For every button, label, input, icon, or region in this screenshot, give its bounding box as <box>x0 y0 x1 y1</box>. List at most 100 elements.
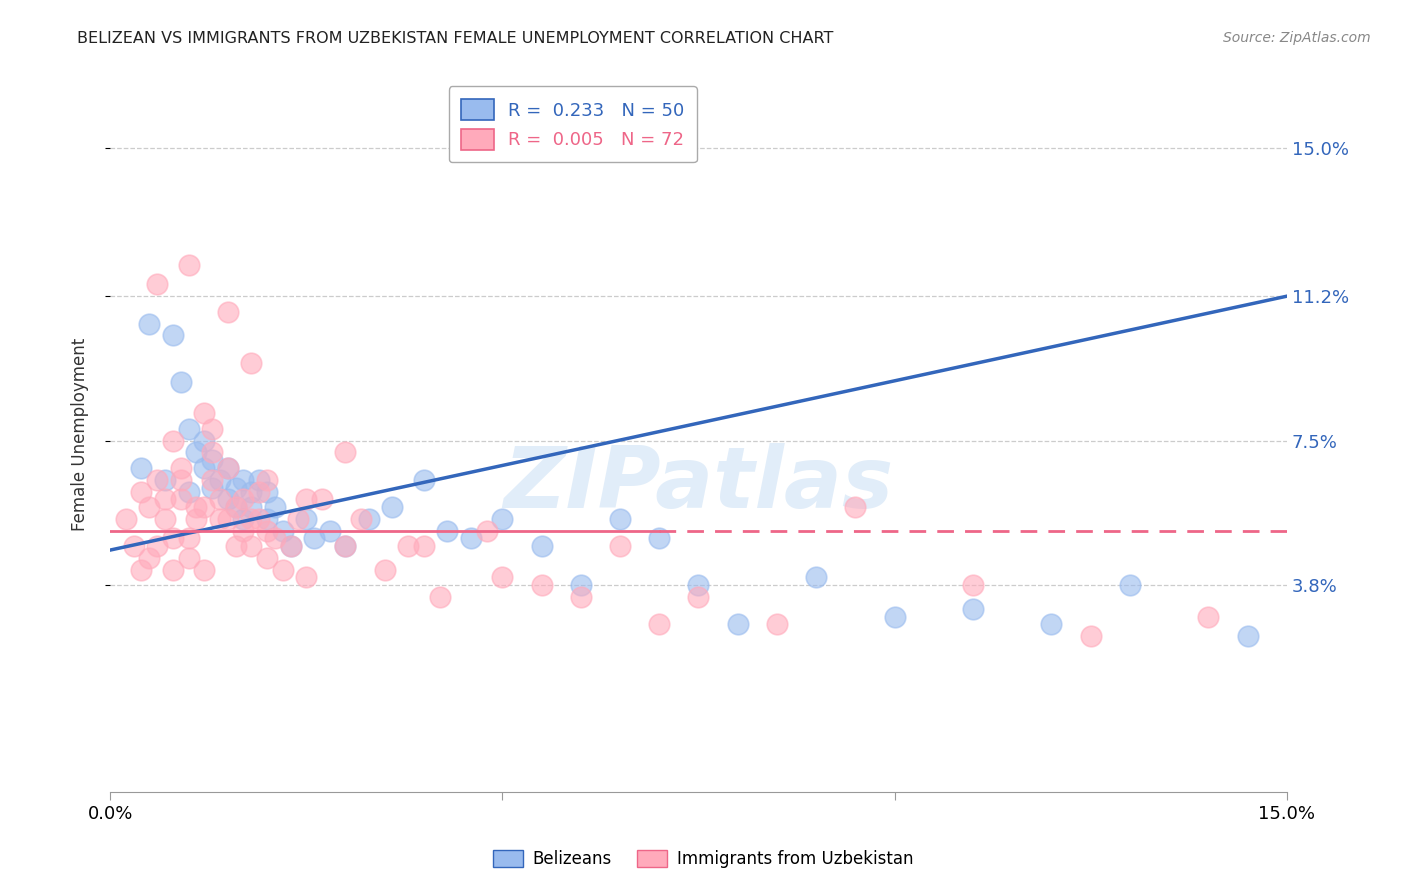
Point <box>1119 578 1142 592</box>
Point <box>491 570 513 584</box>
Point <box>569 578 592 592</box>
Point <box>131 563 153 577</box>
Point <box>240 484 263 499</box>
Point <box>256 473 278 487</box>
Point <box>232 492 254 507</box>
Point <box>766 617 789 632</box>
Point <box>844 500 866 515</box>
Point <box>240 500 263 515</box>
Point <box>530 539 553 553</box>
Point <box>138 500 160 515</box>
Point <box>247 473 270 487</box>
Point <box>335 539 357 553</box>
Point <box>208 512 231 526</box>
Point <box>153 512 176 526</box>
Point <box>225 500 247 515</box>
Point <box>201 473 224 487</box>
Point <box>688 590 710 604</box>
Legend: Belizeans, Immigrants from Uzbekistan: Belizeans, Immigrants from Uzbekistan <box>486 843 920 875</box>
Point <box>1197 609 1219 624</box>
Point <box>193 563 215 577</box>
Point <box>201 481 224 495</box>
Point <box>436 524 458 538</box>
Point <box>153 473 176 487</box>
Point <box>177 532 200 546</box>
Point <box>225 500 247 515</box>
Point <box>193 406 215 420</box>
Text: BELIZEAN VS IMMIGRANTS FROM UZBEKISTAN FEMALE UNEMPLOYMENT CORRELATION CHART: BELIZEAN VS IMMIGRANTS FROM UZBEKISTAN F… <box>77 31 834 46</box>
Point <box>271 563 294 577</box>
Text: Source: ZipAtlas.com: Source: ZipAtlas.com <box>1223 31 1371 45</box>
Point <box>240 539 263 553</box>
Point <box>186 445 208 459</box>
Point <box>201 453 224 467</box>
Point <box>146 277 169 292</box>
Point <box>1236 629 1258 643</box>
Point <box>225 539 247 553</box>
Point <box>217 305 239 319</box>
Point <box>256 484 278 499</box>
Point <box>170 473 193 487</box>
Point <box>201 445 224 459</box>
Point <box>412 473 434 487</box>
Point <box>412 539 434 553</box>
Point <box>138 550 160 565</box>
Point <box>177 258 200 272</box>
Point <box>1080 629 1102 643</box>
Point <box>271 524 294 538</box>
Point <box>280 539 302 553</box>
Point <box>138 317 160 331</box>
Point <box>177 550 200 565</box>
Point <box>263 500 285 515</box>
Point <box>170 375 193 389</box>
Point <box>256 524 278 538</box>
Point <box>114 512 136 526</box>
Point <box>217 492 239 507</box>
Point <box>962 578 984 592</box>
Point <box>186 512 208 526</box>
Point <box>263 532 285 546</box>
Point <box>153 492 176 507</box>
Point <box>1315 532 1337 546</box>
Point <box>162 532 184 546</box>
Point <box>357 512 380 526</box>
Point <box>609 512 631 526</box>
Point <box>217 512 239 526</box>
Point <box>491 512 513 526</box>
Point <box>460 532 482 546</box>
Point <box>688 578 710 592</box>
Point <box>146 473 169 487</box>
Point <box>396 539 419 553</box>
Point <box>240 512 263 526</box>
Point <box>295 492 318 507</box>
Point <box>232 512 254 526</box>
Point <box>648 617 671 632</box>
Point <box>295 570 318 584</box>
Point <box>648 532 671 546</box>
Point <box>381 500 404 515</box>
Point <box>170 461 193 475</box>
Point <box>193 500 215 515</box>
Point <box>530 578 553 592</box>
Point <box>311 492 333 507</box>
Point <box>162 328 184 343</box>
Point <box>335 539 357 553</box>
Point <box>883 609 905 624</box>
Point <box>240 355 263 369</box>
Point <box>319 524 342 538</box>
Legend: R =  0.233   N = 50, R =  0.005   N = 72: R = 0.233 N = 50, R = 0.005 N = 72 <box>449 87 697 162</box>
Point <box>177 484 200 499</box>
Point <box>335 445 357 459</box>
Point <box>217 461 239 475</box>
Point <box>177 422 200 436</box>
Point <box>247 512 270 526</box>
Point <box>131 461 153 475</box>
Point <box>208 492 231 507</box>
Point <box>193 461 215 475</box>
Point <box>193 434 215 448</box>
Point <box>727 617 749 632</box>
Point <box>162 434 184 448</box>
Point <box>256 550 278 565</box>
Point <box>609 539 631 553</box>
Point <box>256 512 278 526</box>
